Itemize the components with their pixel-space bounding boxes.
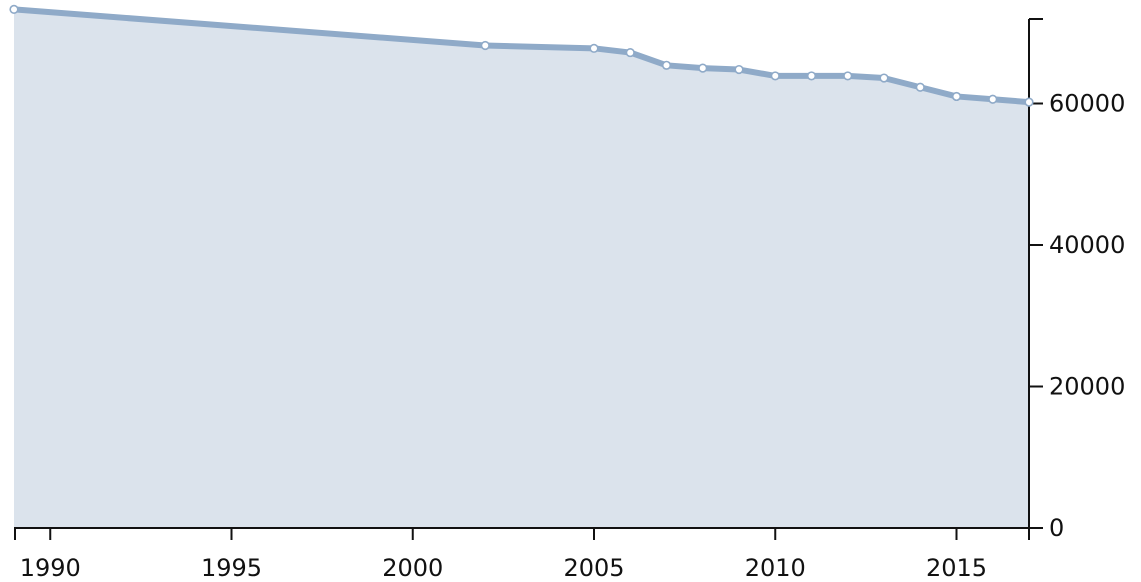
axes: 1990 1995 2000 2005 2010 2015 0 20000 40000 60000 xyxy=(14,18,1125,582)
data-point-2016 xyxy=(988,94,998,104)
data-point-2014 xyxy=(915,82,925,92)
area-layer xyxy=(11,6,1032,529)
data-point-2002 xyxy=(480,40,490,51)
data-point-2011 xyxy=(806,71,817,81)
x-tick-label-1995: 1995 xyxy=(201,554,262,578)
data-point-2013 xyxy=(879,73,889,83)
y-tick-label-20000: 20000 xyxy=(1049,373,1125,401)
x-tick-label-2000: 2000 xyxy=(382,554,443,578)
y-tick-label-0: 0 xyxy=(1049,514,1064,542)
data-point-2005 xyxy=(589,43,599,53)
data-point-1989 xyxy=(9,4,19,15)
data-point-2006 xyxy=(625,47,635,58)
data-point-2007 xyxy=(661,60,672,70)
data-point-2008 xyxy=(698,63,708,73)
data-point-2015 xyxy=(951,91,962,102)
x-tick-label-2005: 2005 xyxy=(563,554,624,578)
data-point-2017 xyxy=(1024,97,1034,107)
x-tick-label-2010: 2010 xyxy=(745,554,806,578)
data-point-2010 xyxy=(770,71,780,81)
y-tick-label-60000: 60000 xyxy=(1049,90,1125,118)
x-tick-label-1990: 1990 xyxy=(20,554,81,578)
data-point-2009 xyxy=(734,64,744,75)
data-point-2012 xyxy=(843,71,853,81)
x-tick-label-2015: 2015 xyxy=(926,554,987,578)
data-markers xyxy=(9,4,1034,107)
area-fill xyxy=(14,9,1029,529)
y-tick-label-40000: 40000 xyxy=(1049,231,1125,259)
